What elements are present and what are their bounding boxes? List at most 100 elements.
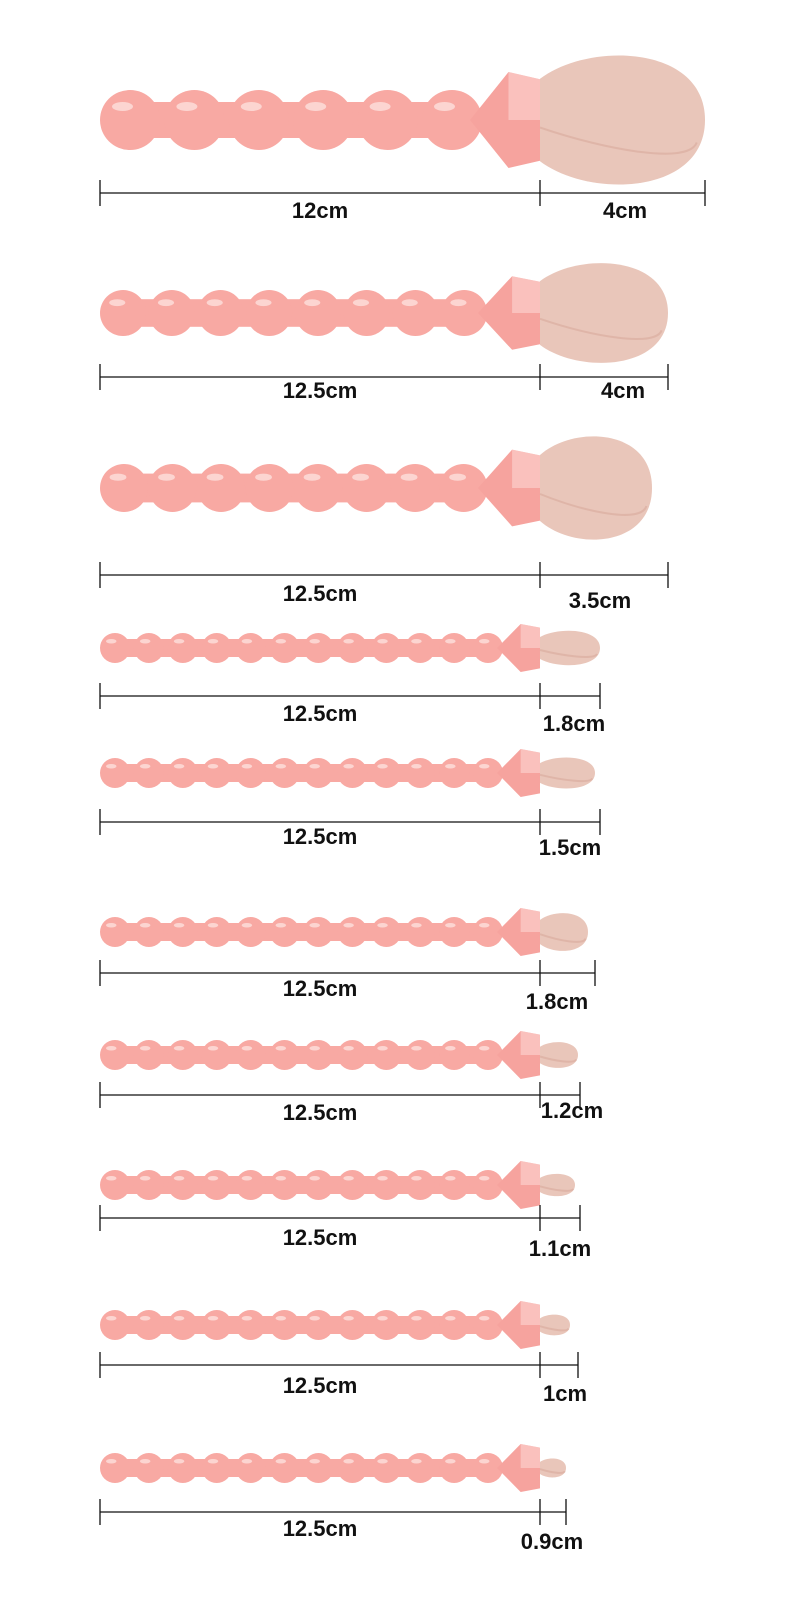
handle-length-label: 12.5cm — [282, 581, 358, 606]
brush-3 — [99, 436, 669, 588]
brush-10 — [99, 1444, 567, 1525]
bead — [201, 633, 232, 663]
bead — [167, 758, 198, 788]
bristle-head — [540, 1458, 566, 1478]
bead — [439, 758, 470, 788]
bead — [100, 1453, 130, 1483]
bead-handle — [100, 633, 503, 663]
brush-1 — [99, 55, 706, 206]
bead — [228, 90, 289, 150]
bead — [246, 290, 293, 336]
head-length-label: 1.2cm — [540, 1098, 604, 1123]
bead — [303, 1040, 334, 1070]
bead — [337, 633, 368, 663]
bead — [337, 1310, 368, 1340]
bead — [167, 1170, 198, 1200]
bead-handle — [100, 1040, 503, 1070]
bead — [201, 1170, 232, 1200]
bead — [100, 1040, 130, 1070]
brush-2 — [99, 263, 669, 390]
bead — [405, 1310, 436, 1340]
dimension-line — [99, 364, 669, 390]
bead-handle — [100, 1453, 503, 1483]
head-length-label: 1.8cm — [542, 711, 606, 736]
bead — [392, 290, 439, 336]
bead — [201, 1453, 232, 1483]
bead — [371, 1170, 402, 1200]
head-length-label: 1.8cm — [525, 989, 589, 1014]
bead — [269, 917, 300, 947]
bead — [303, 917, 334, 947]
dimension-line — [99, 1499, 567, 1525]
bead — [439, 1310, 470, 1340]
handle-length-label: 12.5cm — [282, 1100, 358, 1125]
dimension-line — [99, 683, 601, 709]
bead — [164, 90, 225, 150]
dimension-line — [99, 1205, 581, 1231]
bead — [100, 1170, 130, 1200]
handle-length-label: 12.5cm — [282, 1516, 358, 1541]
bead — [439, 1040, 470, 1070]
dimension-line — [99, 562, 669, 588]
head-length-label: 1.5cm — [538, 835, 602, 860]
dimension-line — [99, 1352, 579, 1378]
brush-6 — [99, 908, 596, 986]
handle-length-label: 12.5cm — [282, 1225, 358, 1250]
bead — [269, 1040, 300, 1070]
bead — [371, 917, 402, 947]
handle-length-label: 12.5cm — [282, 701, 358, 726]
head-length-label: 1cm — [542, 1381, 588, 1406]
bead — [235, 1170, 266, 1200]
bead — [405, 1453, 436, 1483]
bristle-head — [540, 913, 588, 951]
bead — [357, 90, 418, 150]
brush-4 — [99, 624, 601, 709]
bead — [337, 917, 368, 947]
bead — [371, 1310, 402, 1340]
dimension-line — [99, 180, 706, 206]
handle-length-label: 12cm — [291, 198, 349, 223]
bead — [337, 1040, 368, 1070]
bead — [342, 464, 391, 512]
bead — [201, 758, 232, 788]
handle-length-label: 12.5cm — [282, 976, 358, 1001]
bead — [100, 758, 130, 788]
bead — [167, 1040, 198, 1070]
bead — [405, 1170, 436, 1200]
bead-handle — [100, 758, 503, 788]
bead — [371, 1040, 402, 1070]
bead — [371, 1453, 402, 1483]
bead-handle — [100, 1310, 503, 1340]
dimension-line — [99, 809, 601, 835]
bead-handle — [100, 1170, 503, 1200]
bead — [201, 1040, 232, 1070]
bristle-head — [540, 757, 595, 789]
bead — [439, 1453, 470, 1483]
bead — [337, 1170, 368, 1200]
bead — [133, 1453, 164, 1483]
bead — [293, 90, 354, 150]
bead — [100, 633, 130, 663]
bead — [303, 1310, 334, 1340]
bead — [133, 758, 164, 788]
bead — [133, 1040, 164, 1070]
head-length-label: 4cm — [602, 198, 648, 223]
bead — [269, 758, 300, 788]
bead — [439, 633, 470, 663]
bead — [439, 1170, 470, 1200]
bead — [269, 1170, 300, 1200]
dimension-line — [99, 1082, 581, 1108]
bead — [269, 1310, 300, 1340]
bristle-head — [540, 1042, 578, 1068]
bead — [100, 290, 146, 336]
bead — [133, 633, 164, 663]
bead — [235, 758, 266, 788]
bead — [294, 290, 341, 336]
bead — [167, 1310, 198, 1340]
bead — [303, 1453, 334, 1483]
bead — [303, 758, 334, 788]
bead — [343, 290, 390, 336]
bead — [405, 633, 436, 663]
bead — [269, 633, 300, 663]
